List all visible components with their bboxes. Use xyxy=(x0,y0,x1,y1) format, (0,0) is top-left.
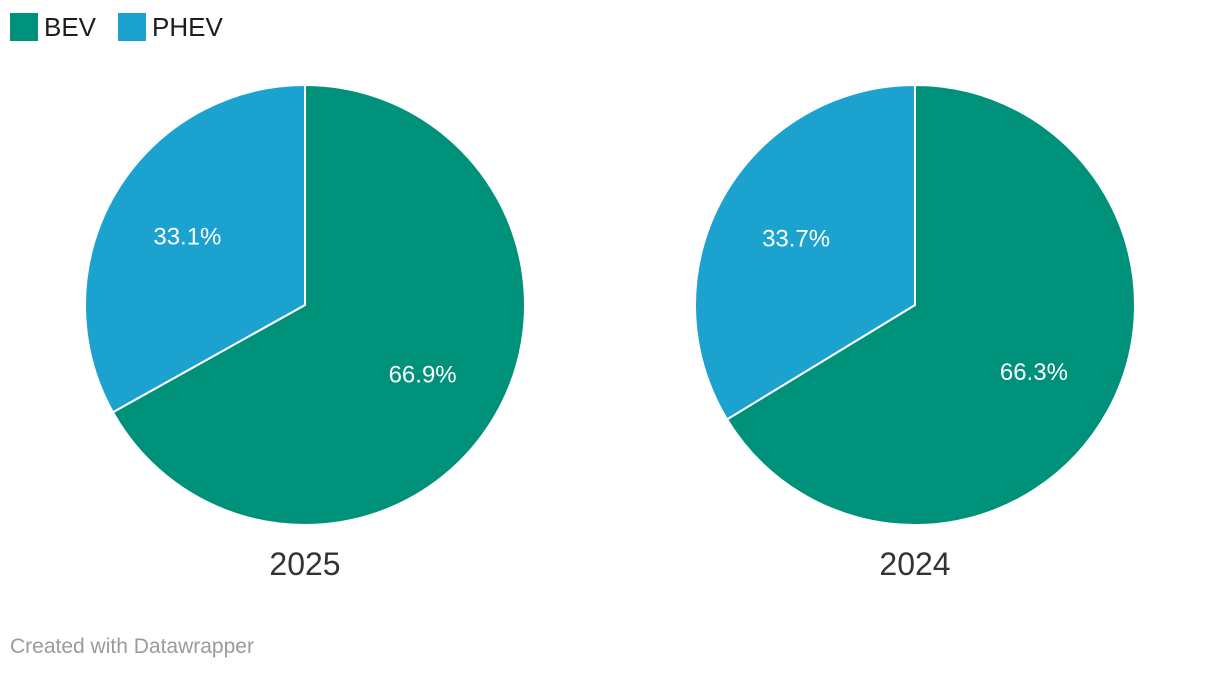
pie-chart-2025: 66.9% 33.1% xyxy=(84,84,526,526)
slice-value-label: 66.3% xyxy=(1000,359,1068,386)
pie-title-2025: 2025 xyxy=(269,546,341,582)
slice-value-label: 33.1% xyxy=(153,223,221,250)
slice-value-label: 66.9% xyxy=(389,361,457,388)
pie-chart-2024: 66.3% 33.7% xyxy=(694,84,1136,526)
pie-slice-phev-2024[interactable] xyxy=(694,84,916,421)
pie-slice-bev-2025[interactable] xyxy=(111,84,526,526)
legend-item-bev: BEV xyxy=(10,13,96,41)
pie-slice-bev-2024[interactable] xyxy=(726,84,1136,526)
legend-item-phev: PHEV xyxy=(118,13,223,41)
legend-swatch-bev xyxy=(10,13,38,41)
slice-value-label: 33.7% xyxy=(762,226,830,253)
pie-title-2024: 2024 xyxy=(879,546,951,582)
legend-label-bev: BEV xyxy=(44,12,97,42)
legend-label-phev: PHEV xyxy=(152,12,223,42)
datawrapper-attribution-link[interactable]: Created with Datawrapper xyxy=(10,635,254,658)
legend: BEV PHEV xyxy=(10,13,245,41)
pie-slice-phev-2025[interactable] xyxy=(84,84,306,414)
legend-swatch-phev xyxy=(118,13,147,41)
